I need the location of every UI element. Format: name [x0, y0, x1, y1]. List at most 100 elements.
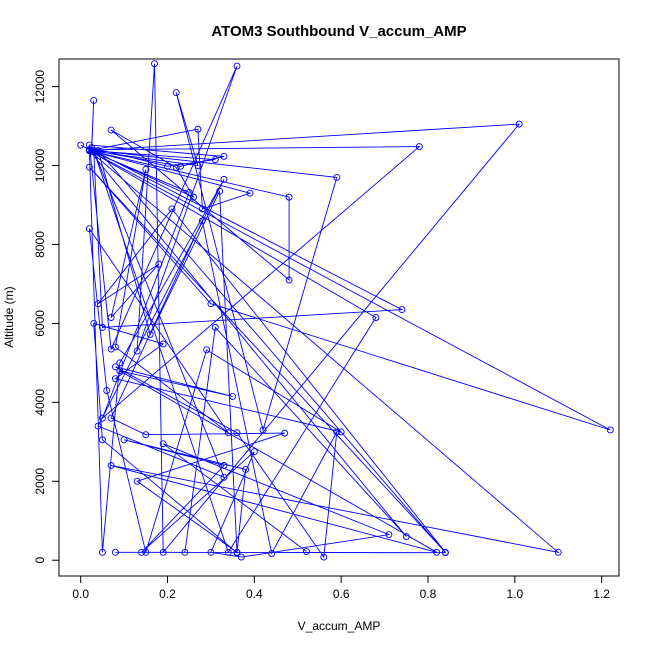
- data-point: [211, 323, 219, 331]
- data-point: [246, 189, 254, 197]
- x-axis: 0.0 0.2 0.4 0.6 0.8 1.0 1.2: [72, 575, 610, 601]
- data-point: [94, 300, 102, 308]
- x-tick-label: 0.8: [420, 587, 437, 601]
- data-point: [164, 162, 171, 170]
- data-point: [90, 96, 98, 104]
- data-point: [185, 188, 193, 196]
- data-point: [194, 162, 202, 170]
- data-point: [159, 340, 167, 348]
- x-tick-label: 1.2: [593, 587, 610, 601]
- data-point: [372, 314, 380, 321]
- data-point: [441, 549, 449, 557]
- data-point: [98, 548, 106, 556]
- data-point: [285, 193, 293, 201]
- data-point: [242, 465, 250, 473]
- data-point: [98, 436, 106, 444]
- data-point: [220, 462, 228, 469]
- data-point: [385, 531, 393, 539]
- y-axis-label: Altitude (m): [2, 286, 16, 347]
- data-point: [85, 141, 93, 149]
- data-point: [233, 429, 241, 437]
- data-point: [281, 429, 289, 437]
- data-point: [181, 548, 189, 556]
- chart-title: ATOM3 Southbound V_accum_AMP: [211, 23, 466, 40]
- data-point: [111, 375, 119, 383]
- y-tick-label: 6000: [33, 310, 47, 337]
- data-point: [337, 428, 345, 436]
- y-tick-label: 2000: [33, 468, 47, 495]
- data-point: [203, 346, 211, 354]
- data-point: [198, 217, 206, 225]
- y-tick-label: 0: [33, 557, 47, 564]
- x-tick-label: 0.4: [246, 587, 263, 601]
- data-point: [402, 533, 410, 540]
- data-point: [138, 548, 145, 556]
- data-point: [606, 426, 614, 434]
- data-point: [285, 276, 293, 284]
- data-point: [207, 300, 215, 308]
- data-point: [142, 548, 150, 556]
- data-point: [233, 62, 241, 70]
- data-point: [94, 422, 102, 430]
- data-point: [120, 436, 128, 444]
- data-point: [220, 473, 228, 481]
- y-tick-label: 12000: [33, 70, 47, 104]
- data-point: [98, 323, 106, 331]
- data-point: [111, 343, 119, 351]
- data-point: [198, 205, 206, 213]
- data-point: [85, 147, 93, 155]
- data-point: [207, 548, 215, 556]
- data-point: [107, 414, 115, 422]
- data-point: [433, 548, 441, 556]
- data-point: [233, 548, 241, 556]
- y-tick-label: 8000: [33, 231, 47, 258]
- data-point: [415, 143, 423, 151]
- data-point: [111, 548, 119, 556]
- data-point: [194, 125, 202, 133]
- data-point: [146, 331, 154, 338]
- data-point: [168, 205, 176, 213]
- data-point: [159, 548, 167, 556]
- data-point: [155, 260, 163, 268]
- data-point: [333, 173, 341, 181]
- data-point: [320, 553, 328, 561]
- data-point: [85, 225, 93, 233]
- x-tick-label: 1.0: [506, 587, 523, 601]
- data-point: [103, 387, 111, 394]
- data-point: [302, 548, 310, 555]
- data-point: [259, 426, 267, 434]
- data-point: [111, 363, 119, 371]
- data-point: [515, 120, 523, 128]
- series-line: [80, 63, 611, 559]
- data-point: [268, 550, 276, 557]
- y-tick-label: 4000: [33, 389, 47, 416]
- data-point: [142, 431, 150, 439]
- data-point: [142, 166, 150, 173]
- data-point: [77, 141, 85, 149]
- x-tick-label: 0.0: [72, 587, 89, 601]
- data-point: [159, 440, 167, 448]
- data-point: [107, 345, 115, 353]
- x-tick-label: 0.2: [159, 587, 176, 601]
- x-axis-label: V_accum_AMP: [298, 619, 381, 633]
- data-point: [554, 548, 562, 556]
- data-point: [107, 462, 115, 469]
- data-point: [177, 162, 185, 170]
- data-point: [116, 367, 124, 375]
- data-point: [237, 553, 245, 561]
- data-point: [398, 306, 406, 314]
- data-point: [107, 126, 115, 134]
- data-point: [133, 477, 141, 485]
- data-point: [116, 359, 124, 367]
- data-point: [220, 153, 228, 160]
- data-point: [90, 319, 98, 327]
- y-axis: 0 2000 4000 6000 8000 10000 12000: [33, 70, 60, 564]
- data-point: [224, 548, 232, 556]
- data-point: [90, 147, 98, 155]
- data-point: [211, 156, 219, 164]
- data-point: [133, 347, 141, 355]
- data-point: [151, 60, 158, 68]
- data-point: [98, 414, 106, 422]
- data-point: [229, 392, 237, 400]
